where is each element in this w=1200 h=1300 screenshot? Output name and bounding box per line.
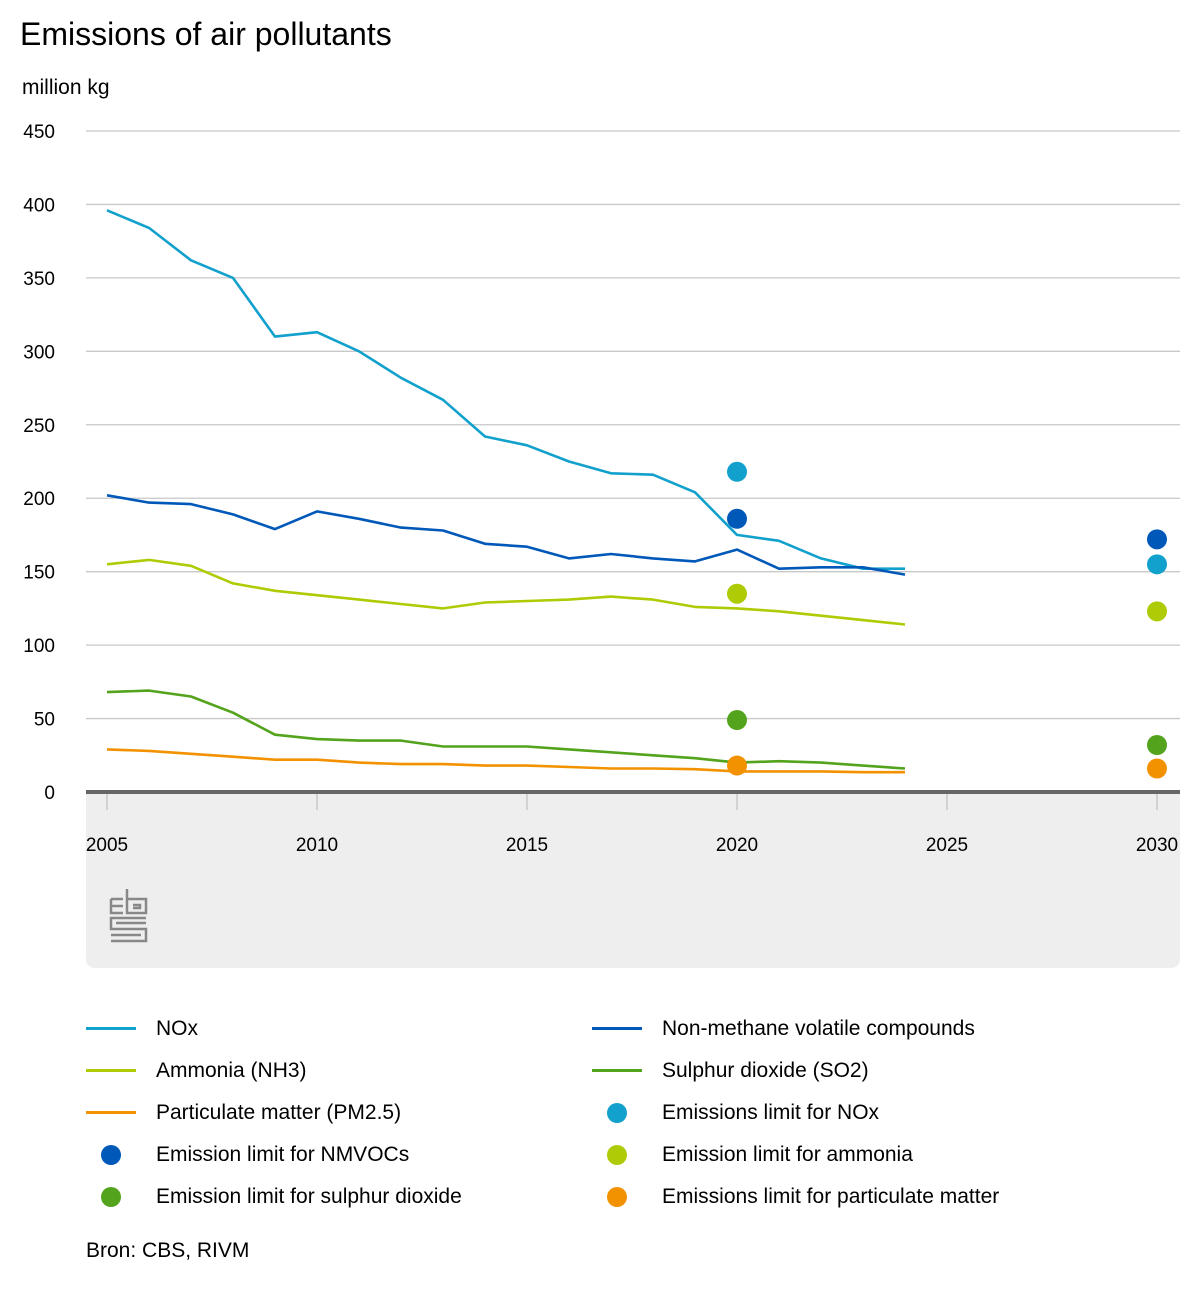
- y-tick-label: 400: [23, 195, 55, 216]
- legend-dot-icon: [86, 1176, 136, 1218]
- y-axis-unit-label: million kg: [22, 76, 110, 99]
- y-tick-label: 50: [34, 710, 55, 731]
- legend-line-icon: [86, 1050, 136, 1092]
- legend-item: Particulate matter (PM2.5): [86, 1092, 401, 1134]
- legend-label: Non-methane volatile compounds: [662, 1017, 975, 1040]
- legend-dot-icon: [592, 1134, 642, 1176]
- y-tick-label: 0: [44, 783, 55, 804]
- legend-item: Non-methane volatile compounds: [592, 1008, 975, 1050]
- y-tick-label: 300: [23, 342, 55, 363]
- legend-line-icon: [592, 1050, 642, 1092]
- axis-footer-panel: [86, 792, 1180, 968]
- x-tick-label: 2020: [716, 835, 758, 856]
- series-line-sulphur-dioxide-so2: [106, 689, 906, 770]
- x-tick-label: 2010: [296, 835, 338, 856]
- source-note: Bron: CBS, RIVM: [86, 1239, 250, 1262]
- series-line-ammonia-nh3: [106, 558, 906, 626]
- limit-points: [727, 461, 1167, 779]
- legend-label: Ammonia (NH3): [156, 1059, 307, 1082]
- legend-label: Emissions limit for particulate matter: [662, 1185, 1000, 1208]
- y-tick-label: 350: [23, 269, 55, 290]
- legend-label: Particulate matter (PM2.5): [156, 1101, 402, 1124]
- legend-dot-icon: [592, 1092, 642, 1134]
- point-emission-limit-for-ammonia-2020: [727, 583, 747, 604]
- legend-item: Emissions limit for NOx: [592, 1092, 879, 1134]
- x-axis: 2005 2010 2015 2020 2025 2030: [86, 790, 1180, 856]
- series-lines: [106, 209, 906, 774]
- point-emission-limit-for-ammonia-2030: [1147, 601, 1167, 622]
- point-emission-limit-for-nmvocs-2030: [1147, 529, 1167, 550]
- point-emissions-limit-for-particulate-matter-2020: [727, 755, 747, 776]
- legend-line-icon: [86, 1092, 136, 1134]
- y-tick-label: 150: [23, 563, 55, 584]
- legend-item: Ammonia (NH3): [86, 1050, 307, 1092]
- point-emission-limit-for-sulphur-dioxide-2030: [1147, 734, 1167, 755]
- point-emission-limit-for-sulphur-dioxide-2020: [727, 710, 747, 731]
- y-tick-label: 100: [23, 636, 55, 657]
- legend-line-icon: [86, 1008, 136, 1050]
- x-tick-label: 2015: [506, 835, 548, 856]
- legend-dot-icon: [592, 1176, 642, 1218]
- x-tick-label: 2005: [86, 835, 128, 856]
- series-line-non-methane-volatile-compounds: [106, 494, 906, 576]
- y-axis-ticks: 0 50 100 150 200 250 300 350 400 450: [23, 122, 55, 804]
- point-emissions-limit-for-particulate-matter-2030: [1147, 758, 1167, 779]
- series-line-nox: [106, 209, 905, 570]
- legend-label: NOx: [156, 1017, 198, 1040]
- legend-item: Emissions limit for particulate matter: [592, 1176, 999, 1218]
- legend-item: Emission limit for NMVOCs: [86, 1134, 409, 1176]
- point-emissions-limit-for-nox-2030: [1147, 554, 1167, 575]
- legend-dot-icon: [86, 1134, 136, 1176]
- gridlines: [86, 130, 1180, 720]
- legend-item: Sulphur dioxide (SO2): [592, 1050, 869, 1092]
- chart-title: Emissions of air pollutants: [20, 16, 392, 52]
- point-emission-limit-for-nmvocs-2020: [727, 508, 747, 529]
- legend-label: Sulphur dioxide (SO2): [662, 1059, 869, 1082]
- y-tick-label: 450: [23, 122, 55, 143]
- x-tick-label: 2030: [1136, 835, 1178, 856]
- legend-line-icon: [592, 1008, 642, 1050]
- cbs-logo-icon: [109, 889, 148, 943]
- series-line-particulate-matter-pm2-5: [106, 748, 905, 774]
- chart-plot: 0 50 100 150 200 250 300 350 400 450 2005 2010 2015…: [23, 122, 1180, 968]
- legend-label: Emission limit for ammonia: [662, 1143, 913, 1166]
- legend-label: Emission limit for NMVOCs: [156, 1143, 410, 1166]
- y-tick-label: 200: [23, 489, 55, 510]
- legend-item: Emission limit for ammonia: [592, 1134, 913, 1176]
- legend-label: Emission limit for sulphur dioxide: [156, 1185, 462, 1208]
- legend-label: Emissions limit for NOx: [662, 1101, 880, 1124]
- x-tick-label: 2025: [926, 835, 968, 856]
- point-emissions-limit-for-nox-2020: [727, 461, 747, 482]
- legend-item: NOx: [86, 1008, 198, 1050]
- legend-item: Emission limit for sulphur dioxide: [86, 1176, 462, 1218]
- y-tick-label: 250: [23, 416, 55, 437]
